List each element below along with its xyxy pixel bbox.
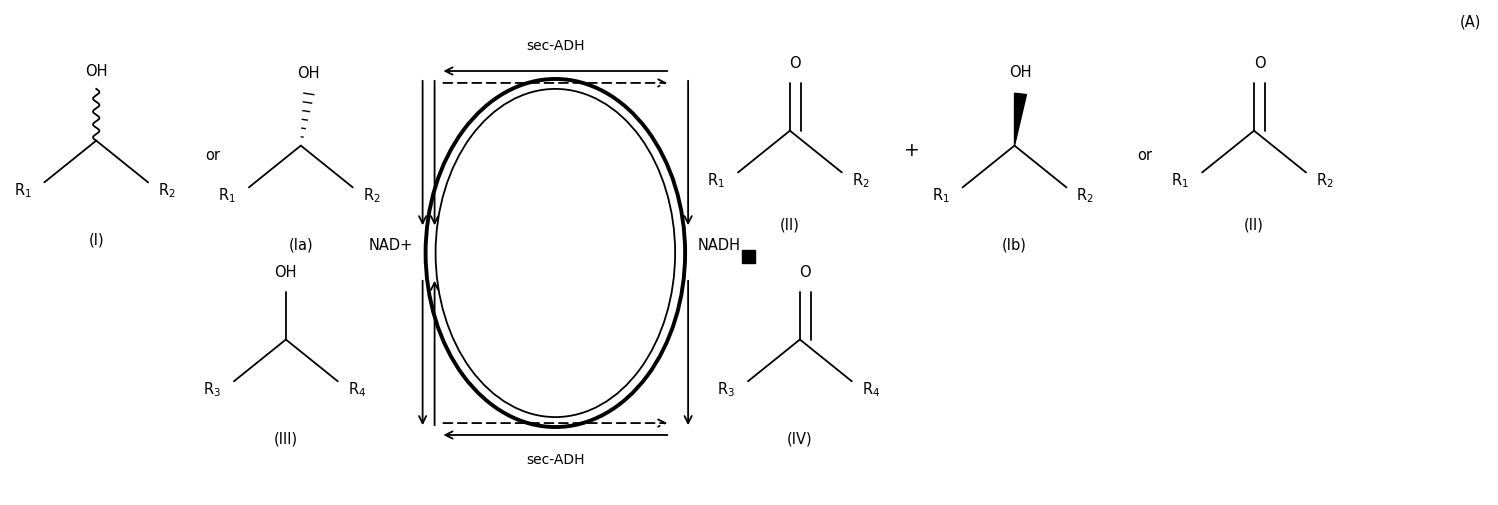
Text: R$_2$: R$_2$ — [852, 171, 869, 190]
Text: (II): (II) — [1245, 218, 1264, 233]
Text: R$_4$: R$_4$ — [348, 380, 366, 398]
Text: OH: OH — [85, 64, 108, 79]
Text: (I): (I) — [88, 233, 103, 247]
Text: (II): (II) — [780, 218, 800, 233]
Text: R$_2$: R$_2$ — [1077, 186, 1094, 205]
Text: OH: OH — [298, 66, 321, 81]
Text: R$_1$: R$_1$ — [932, 186, 950, 205]
Text: R$_4$: R$_4$ — [861, 380, 879, 398]
Text: O: O — [800, 265, 812, 280]
Text: NADH: NADH — [698, 237, 742, 252]
Bar — [742, 250, 755, 263]
Text: (Ia): (Ia) — [289, 237, 313, 252]
Text: R$_2$: R$_2$ — [159, 181, 175, 199]
Text: O: O — [1254, 56, 1266, 71]
Text: R$_1$: R$_1$ — [13, 181, 31, 199]
Text: R$_3$: R$_3$ — [204, 380, 222, 398]
Text: R$_1$: R$_1$ — [1171, 171, 1189, 190]
Text: or: or — [1137, 148, 1152, 163]
Text: sec-ADH: sec-ADH — [526, 39, 584, 53]
Text: O: O — [789, 56, 801, 71]
Text: R$_2$: R$_2$ — [363, 186, 380, 205]
Text: NAD+: NAD+ — [369, 237, 412, 252]
Text: or: or — [205, 148, 220, 163]
Text: OH: OH — [274, 265, 297, 280]
Text: (A): (A) — [1459, 14, 1480, 29]
Text: R$_1$: R$_1$ — [707, 171, 725, 190]
Text: +: + — [903, 141, 920, 160]
Text: sec-ADH: sec-ADH — [526, 453, 584, 467]
Text: OH: OH — [1010, 65, 1032, 80]
Text: R$_1$: R$_1$ — [219, 186, 237, 205]
Polygon shape — [1014, 93, 1026, 145]
Text: R$_3$: R$_3$ — [718, 380, 736, 398]
Text: (IV): (IV) — [786, 431, 813, 446]
Text: R$_2$: R$_2$ — [1315, 171, 1333, 190]
Text: (Ib): (Ib) — [1002, 237, 1028, 252]
Text: (III): (III) — [274, 431, 298, 446]
